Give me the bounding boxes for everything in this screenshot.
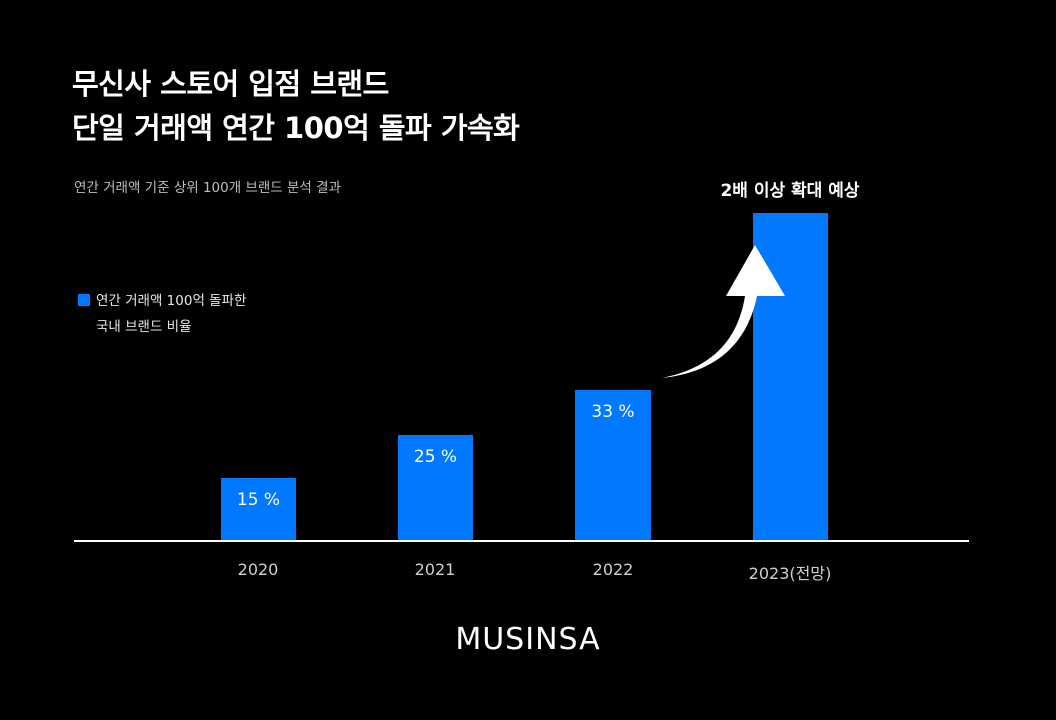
projection-annotation: 2배 이상 확대 예상 xyxy=(720,181,860,201)
legend-line-1: 연간 거래액 100억 돌파한 xyxy=(96,293,247,309)
bar-2022: 33 % xyxy=(575,390,651,540)
bar-value-label: 15 % xyxy=(236,490,281,510)
x-tick-2023: 2023(전망) xyxy=(748,564,832,583)
x-tick-2022: 2022 xyxy=(592,560,634,579)
title-line-2: 단일 거래액 연간 100억 돌파 가속화 xyxy=(72,111,520,145)
x-tick-2020: 2020 xyxy=(237,560,279,579)
chart-subtitle: 연간 거래액 기준 상위 100개 브랜드 분석 결과 xyxy=(74,180,341,196)
bar-value-label: 25 % xyxy=(413,447,458,467)
x-axis-baseline xyxy=(74,540,969,542)
chart-title: 무신사 스토어 입점 브랜드 단일 거래액 연간 100억 돌파 가속화 xyxy=(72,62,520,150)
legend-line-2: 국내 브랜드 비율 xyxy=(96,319,192,335)
bar-2020: 15 % xyxy=(221,478,296,540)
x-tick-2021: 2021 xyxy=(414,560,456,579)
legend-swatch xyxy=(78,294,90,306)
musinsa-logo: MUSINSA xyxy=(455,622,601,657)
bar-2021: 25 % xyxy=(398,435,473,540)
legend-label: 연간 거래액 100억 돌파한 국내 브랜드 비율 xyxy=(96,288,246,340)
title-line-1: 무신사 스토어 입점 브랜드 xyxy=(72,67,389,101)
bar-value-label: 33 % xyxy=(591,402,635,422)
